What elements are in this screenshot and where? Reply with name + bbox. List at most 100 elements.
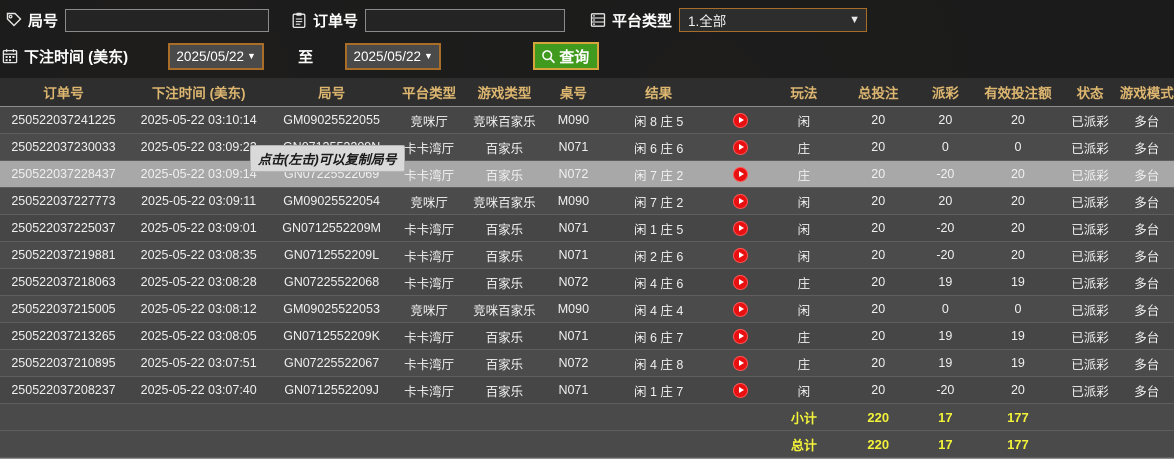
play-icon[interactable] (732, 247, 748, 263)
play-icon[interactable] (732, 193, 748, 209)
cell-total-bet: 20 (871, 275, 886, 289)
chevron-down-icon: ▼ (247, 50, 256, 61)
play-icon[interactable] (732, 274, 748, 290)
cell-payout: -20 (936, 221, 955, 235)
cell-game-mode: 多台 (1134, 195, 1160, 210)
cell-result: 闲 7 庄 2 (634, 195, 684, 210)
table-row[interactable]: 250522037208237 2025-05-22 03:07:40 GN0712… (0, 377, 1174, 404)
cell-valid-bet: 19 (1010, 329, 1025, 343)
table-row[interactable]: 250522037210895 2025-05-22 03:07:51 GN0722… (0, 350, 1174, 377)
cell-order-no[interactable]: 250522037241225 (11, 113, 116, 127)
play-icon[interactable] (732, 328, 748, 344)
cell-bet-time: 2025-05-22 03:09:01 (140, 221, 257, 235)
cell-result: 闲 1 庄 5 (634, 222, 684, 237)
column-header-game-mode[interactable]: 游戏模式 (1119, 86, 1174, 101)
column-header-bet-time[interactable]: 下注时间 (美东) (151, 86, 246, 101)
table-row[interactable]: 250522037230033 2025-05-22 03:09:22 GN0712… (0, 134, 1174, 161)
replay-cell (714, 247, 767, 263)
play-icon[interactable] (732, 355, 748, 371)
date-to-picker[interactable]: 2025/05/22 ▼ (345, 42, 442, 70)
cell-game-mode: 多台 (1134, 303, 1160, 318)
cell-order-no[interactable]: 250522037228437 (11, 167, 116, 181)
table-row[interactable]: 250522037241225 2025-05-22 03:10:14 GM0902… (0, 107, 1174, 134)
column-header-total-bet[interactable]: 总投注 (857, 86, 899, 101)
cell-round-no[interactable]: GN0712552209K (283, 329, 380, 343)
play-icon[interactable] (732, 166, 748, 182)
play-triangle-icon (738, 171, 744, 177)
date-from-value: 2025/05/22 (176, 48, 244, 64)
column-header-round[interactable]: 局号 (318, 86, 346, 101)
cell-order-no[interactable]: 250522037219881 (11, 248, 116, 262)
cell-round-no[interactable]: GM09025522053 (283, 302, 380, 316)
play-icon[interactable] (732, 112, 748, 128)
cell-order-no[interactable]: 250522037213265 (11, 329, 116, 343)
cell-round-no[interactable]: GN0712552209J (284, 383, 379, 397)
table-row[interactable]: 250522037225037 2025-05-22 03:09:01 GN0712… (0, 215, 1174, 242)
cell-round-no[interactable]: GM09025522055 (283, 113, 380, 127)
table-row[interactable]: 250522037213265 2025-05-22 03:08:05 GN0712… (0, 323, 1174, 350)
column-header-status[interactable]: 状态 (1076, 86, 1104, 101)
cell-order-no[interactable]: 250522037230033 (11, 140, 116, 154)
replay-cell (714, 355, 767, 371)
play-icon[interactable] (732, 139, 748, 155)
cell-status: 已派彩 (1071, 303, 1109, 318)
summary-payout: 17 (938, 409, 953, 425)
cell-game-type: 竞咪百家乐 (473, 114, 536, 129)
column-header-valid-bet[interactable]: 有效投注额 (984, 86, 1052, 101)
table-row[interactable]: 250522037215005 2025-05-22 03:08:12 GM0902… (0, 296, 1174, 323)
cell-round-no[interactable]: GN0712552209L (283, 248, 380, 262)
column-header-platform[interactable]: 平台类型 (402, 86, 457, 101)
order-input[interactable] (365, 8, 566, 32)
search-icon (541, 49, 556, 64)
cell-order-no[interactable]: 250522037225037 (11, 221, 116, 235)
query-button[interactable]: 查询 (533, 42, 600, 70)
cell-result: 闲 7 庄 2 (634, 168, 684, 183)
cell-round-no[interactable]: GN07225522067 (283, 356, 380, 370)
cell-bet-time: 2025-05-22 03:07:51 (140, 356, 257, 370)
cell-status: 已派彩 (1071, 276, 1109, 291)
table-body: 250522037241225 2025-05-22 03:10:14 GM0902… (0, 107, 1174, 458)
round-label: 局号 (28, 12, 59, 30)
cell-order-no[interactable]: 250522037215005 (11, 302, 116, 316)
cell-total-bet: 20 (871, 248, 886, 262)
cell-round-no[interactable]: GN0712552209M (282, 221, 381, 235)
column-header-bet-type[interactable]: 玩法 (790, 86, 818, 101)
table-row[interactable]: 250522037219881 2025-05-22 03:08:35 GN0712… (0, 242, 1174, 269)
cell-total-bet: 20 (871, 194, 886, 208)
play-icon[interactable] (732, 220, 748, 236)
column-header-payout[interactable]: 派彩 (931, 86, 959, 101)
cell-round-no[interactable]: GM09025522054 (283, 194, 380, 208)
chevron-down-icon: ▼ (424, 50, 433, 61)
play-icon[interactable] (732, 382, 748, 398)
round-input[interactable] (65, 8, 270, 32)
cell-round-no[interactable]: GN0712552209N (282, 140, 381, 154)
column-header-result[interactable]: 结果 (645, 86, 673, 101)
cell-platform: 卡卡湾厅 (404, 330, 455, 345)
cell-order-no[interactable]: 250522037227773 (11, 194, 116, 208)
date-from-picker[interactable]: 2025/05/22 ▼ (168, 42, 265, 70)
table-row[interactable]: 250522037227773 2025-05-22 03:09:11 GM0902… (0, 188, 1174, 215)
cell-platform: 卡卡湾厅 (404, 168, 455, 183)
cell-round-no[interactable]: GN07225522069 (283, 167, 380, 181)
play-triangle-icon (738, 198, 744, 204)
platform-label: 平台类型 (612, 12, 673, 30)
cell-valid-bet: 20 (1010, 194, 1025, 208)
cell-result: 闲 1 庄 7 (634, 384, 684, 399)
cell-valid-bet: 20 (1010, 167, 1025, 181)
column-header-game-type[interactable]: 游戏类型 (477, 86, 532, 101)
table-row[interactable]: 250522037218063 2025-05-22 03:08:28 GN0722… (0, 269, 1174, 296)
cell-order-no[interactable]: 250522037210895 (11, 356, 116, 370)
cell-order-no[interactable]: 250522037218063 (11, 275, 116, 289)
cell-round-no[interactable]: GN07225522068 (283, 275, 380, 289)
platform-type-select[interactable]: 1.全部 ▼ (679, 8, 868, 32)
column-header-table-no[interactable]: 桌号 (559, 86, 587, 101)
cell-payout: 20 (938, 194, 953, 208)
bet-time-label: 下注时间 (美东) (24, 48, 129, 66)
play-triangle-icon (738, 252, 744, 258)
cell-status: 已派彩 (1071, 195, 1109, 210)
cell-order-no[interactable]: 250522037208237 (11, 383, 116, 397)
play-icon[interactable] (732, 301, 748, 317)
table-row[interactable]: 250522037228437 2025-05-22 03:09:14 GN0722… (0, 161, 1174, 188)
cell-status: 已派彩 (1071, 114, 1109, 129)
column-header-order[interactable]: 订单号 (43, 86, 84, 101)
